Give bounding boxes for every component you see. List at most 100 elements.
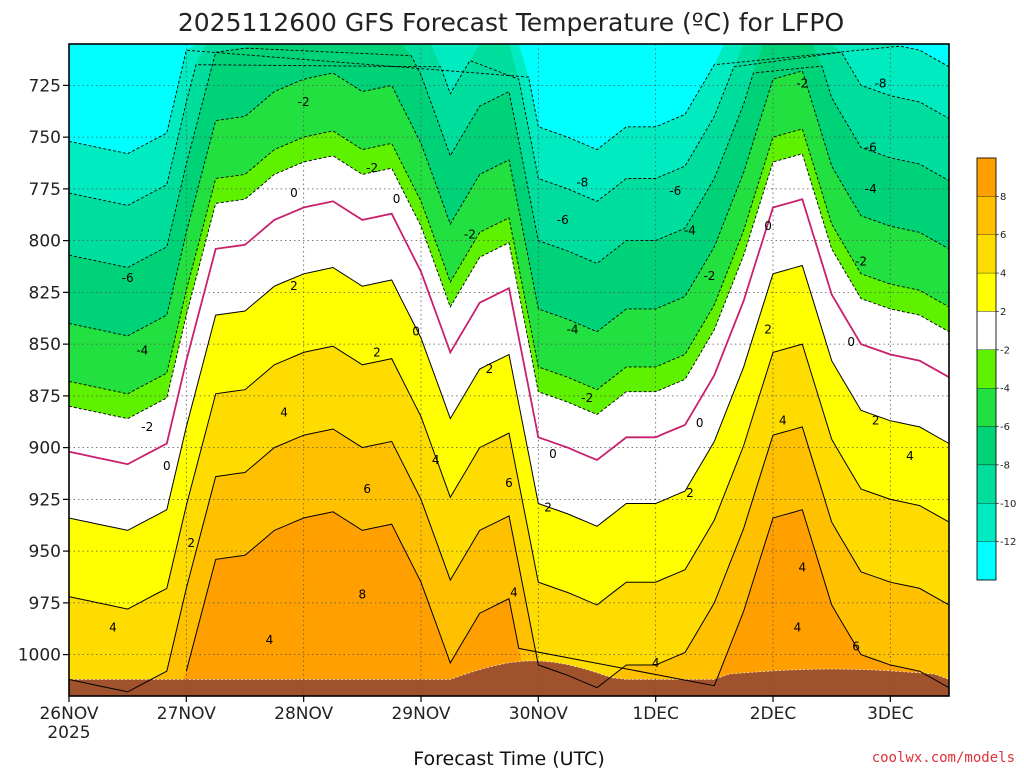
contour-label: -6 [122, 271, 134, 285]
colorbar-swatch [976, 311, 997, 350]
isotherm-warm-1 [68, 343, 950, 610]
contour-label: 4 [906, 449, 914, 463]
x-tick-label: 29NOV [391, 704, 450, 724]
isotherm-cold-3 [68, 70, 950, 337]
colorbar-swatch [976, 464, 997, 504]
contour-label: -2 [141, 420, 153, 434]
isotherms [68, 45, 950, 693]
x-tick-label: 2DEC [750, 704, 797, 724]
colorbar-swatch [976, 503, 997, 542]
isotherm-cold-2 [68, 47, 950, 268]
colorbar-label: 2 [1000, 307, 1006, 318]
contour-label: -6 [669, 184, 681, 198]
contour-label: 2 [544, 501, 552, 515]
y-axis: 725 750 775 800 825 850 875 900 925 950 975 1000 [18, 76, 69, 666]
colorbar-swatch [976, 388, 997, 427]
chart-title: 2025112600 GFS Forecast Temperature (ºC)… [178, 8, 844, 37]
contour-label: -2 [366, 161, 378, 175]
isotherm-cold-1 [68, 51, 950, 206]
contour-label: 8 [359, 588, 367, 602]
contour-label: 4 [510, 586, 518, 600]
colorbar: 8 6 4 2 -2 -4 -6 -8 -10 -12 [976, 157, 1016, 581]
contour-label: 0 [764, 219, 772, 233]
colorbar-label: 4 [1000, 269, 1006, 280]
colorbar-label: -2 [1000, 345, 1010, 356]
y-tick-label: 875 [29, 387, 61, 407]
contour-label: -2 [581, 391, 593, 405]
isotherm-warm-0 [68, 264, 950, 531]
contour-label: 6 [505, 476, 513, 490]
colorbar-frame [976, 157, 997, 581]
contour-label: 2 [486, 362, 494, 376]
contour-label: 0 [847, 335, 855, 349]
contour-label: 0 [290, 186, 298, 200]
contour-label: -2 [464, 227, 476, 241]
terrain-fill [68, 660, 950, 697]
y-tick-label: 775 [29, 180, 61, 200]
colorbar-label: 6 [1000, 230, 1006, 241]
contour-label: -8 [576, 176, 588, 190]
y-tick-label: 750 [29, 128, 61, 148]
colorbar-swatch [976, 272, 997, 312]
contour-labels: -2 -2 -8 -6 -6 -4 -2 -2 -4 -2 -6 -4 -2 -2 -4 -6 -8 -2 0 0 0 0… [109, 76, 914, 670]
colorbar-swatch [976, 349, 997, 389]
plot-frame [68, 43, 950, 697]
y-tick-label: 850 [29, 335, 61, 355]
contour-label: 4 [432, 453, 440, 467]
contour-label: 4 [280, 405, 288, 419]
y-tick-label: 725 [29, 76, 61, 96]
contour-label: 0 [696, 416, 704, 430]
contour-label: 4 [799, 561, 807, 575]
plot-area: -2 -2 -8 -6 -6 -4 -2 -2 -4 -2 -6 -4 -2 -2 -4 -6 -8 -2 0 0 0 0… [68, 43, 950, 697]
y-tick-label: 925 [29, 490, 61, 510]
colorbar-swatch [976, 196, 997, 235]
colorbar-swatch [976, 234, 997, 274]
isotherm-cold-4 [68, 128, 950, 395]
contour-label: 2 [686, 486, 694, 500]
x-tick-label: 30NOV [509, 704, 568, 724]
contour-label: -2 [298, 95, 310, 109]
y-tick-label: 950 [29, 542, 61, 562]
contour-label: 2 [373, 345, 381, 359]
colorbar-swatch [976, 541, 997, 581]
contour-label: -6 [557, 213, 569, 227]
colorbar-swatch [976, 426, 997, 466]
contour-label: -2 [855, 254, 867, 268]
contour-label: 0 [163, 459, 171, 473]
contour-label: 4 [652, 656, 660, 670]
x-tick-sublabel: 2025 [47, 723, 90, 743]
isotherm-cold-0 [68, 45, 950, 155]
isotherm-zero [68, 198, 950, 466]
isotherm-warm-2 [68, 426, 950, 693]
contour-label: 0 [393, 192, 401, 206]
contour-label: 4 [266, 633, 274, 647]
y-tick-label: 825 [29, 283, 61, 303]
contour-label: -2 [703, 269, 715, 283]
contour-label: -4 [865, 182, 877, 196]
colorbar-label: -8 [1000, 460, 1010, 471]
y-tick-label: 975 [29, 594, 61, 614]
contour-label: -4 [567, 323, 579, 337]
contour-label: 2 [872, 414, 880, 428]
x-axis-label: Forecast Time (UTC) [413, 748, 604, 768]
contour-label: -6 [865, 140, 877, 154]
y-tick-label: 900 [29, 439, 61, 459]
contour-label: -4 [136, 343, 148, 357]
contour-label: 2 [764, 323, 772, 337]
terrain [68, 660, 950, 697]
colorbar-label: -6 [1000, 422, 1010, 433]
contour-label: 2 [187, 536, 195, 550]
x-tick-label: 1DEC [632, 704, 679, 724]
contour-label: 4 [779, 414, 787, 428]
x-tick-label: 26NOV [39, 704, 98, 724]
contour-label: 2 [290, 279, 298, 293]
x-tick-label: 28NOV [274, 704, 333, 724]
contour-label: 6 [852, 639, 860, 653]
contour-label: -8 [875, 76, 887, 90]
colorbar-label: -10 [1000, 499, 1016, 510]
contour-label: 6 [363, 482, 371, 496]
credit-text: coolwx.com/models [872, 750, 1015, 766]
y-tick-label: 1000 [18, 646, 61, 666]
isotherm-cold-5 [68, 153, 950, 420]
